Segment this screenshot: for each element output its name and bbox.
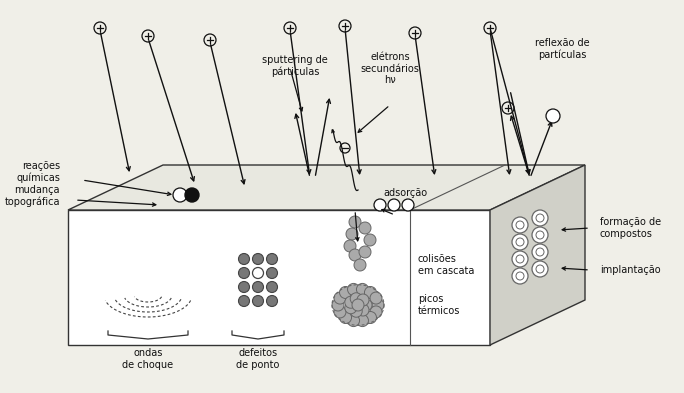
Text: reflexão de
partículas: reflexão de partículas (535, 38, 590, 60)
Circle shape (350, 293, 363, 305)
Circle shape (532, 210, 548, 226)
Circle shape (267, 296, 278, 307)
Circle shape (347, 283, 360, 296)
Circle shape (239, 268, 250, 279)
Circle shape (334, 306, 346, 318)
Circle shape (364, 234, 376, 246)
Circle shape (252, 253, 263, 264)
Text: implantação: implantação (600, 265, 661, 275)
Circle shape (349, 249, 361, 261)
Circle shape (185, 188, 199, 202)
Circle shape (267, 268, 278, 279)
Circle shape (536, 265, 544, 273)
Text: elétrons
secundários
hν: elétrons secundários hν (360, 52, 419, 85)
Circle shape (252, 281, 263, 292)
Circle shape (252, 296, 263, 307)
Circle shape (356, 315, 369, 327)
Circle shape (536, 231, 544, 239)
Text: defeitos
de ponto: defeitos de ponto (236, 348, 280, 369)
Circle shape (346, 228, 358, 240)
Circle shape (359, 222, 371, 234)
Text: mudança
topográfica: mudança topográfica (5, 185, 60, 207)
Circle shape (345, 302, 357, 314)
Circle shape (374, 199, 386, 211)
Circle shape (267, 281, 278, 292)
Circle shape (334, 292, 346, 304)
Circle shape (344, 240, 356, 252)
Circle shape (516, 221, 524, 229)
Circle shape (516, 238, 524, 246)
Circle shape (349, 216, 361, 228)
Circle shape (347, 315, 360, 327)
Circle shape (365, 312, 376, 323)
Circle shape (239, 281, 250, 292)
Circle shape (546, 109, 560, 123)
Circle shape (512, 217, 528, 233)
Circle shape (356, 283, 369, 296)
Circle shape (532, 227, 548, 243)
Circle shape (516, 255, 524, 263)
Circle shape (239, 296, 250, 307)
Circle shape (536, 214, 544, 222)
Text: formação de
compostos: formação de compostos (600, 217, 661, 239)
Circle shape (267, 253, 278, 264)
Circle shape (357, 304, 369, 316)
Circle shape (365, 286, 376, 299)
Circle shape (532, 244, 548, 260)
Circle shape (360, 299, 372, 311)
Circle shape (512, 268, 528, 284)
Circle shape (345, 296, 357, 308)
Circle shape (536, 248, 544, 256)
Text: reações
químicas: reações químicas (16, 161, 60, 183)
Circle shape (339, 312, 352, 323)
Circle shape (359, 246, 371, 258)
Circle shape (339, 286, 352, 299)
Circle shape (252, 268, 263, 279)
Polygon shape (490, 165, 585, 345)
Text: colisões
em cascata: colisões em cascata (418, 254, 475, 276)
Circle shape (354, 259, 366, 271)
Circle shape (512, 234, 528, 250)
Text: picos
térmicos: picos térmicos (418, 294, 460, 316)
Circle shape (332, 299, 344, 311)
Circle shape (402, 199, 414, 211)
Circle shape (239, 253, 250, 264)
Circle shape (512, 251, 528, 267)
Text: sputtering de
párticulas: sputtering de párticulas (262, 55, 328, 77)
Circle shape (388, 199, 400, 211)
Circle shape (372, 299, 384, 311)
Polygon shape (68, 165, 585, 210)
Circle shape (532, 261, 548, 277)
Circle shape (370, 306, 382, 318)
Circle shape (173, 188, 187, 202)
Circle shape (350, 305, 363, 317)
Circle shape (516, 272, 524, 280)
Circle shape (357, 294, 369, 306)
Circle shape (352, 299, 364, 311)
Text: adsorção: adsorção (383, 188, 427, 198)
Polygon shape (68, 210, 490, 345)
Circle shape (370, 292, 382, 304)
Text: ondas
de choque: ondas de choque (122, 348, 174, 369)
